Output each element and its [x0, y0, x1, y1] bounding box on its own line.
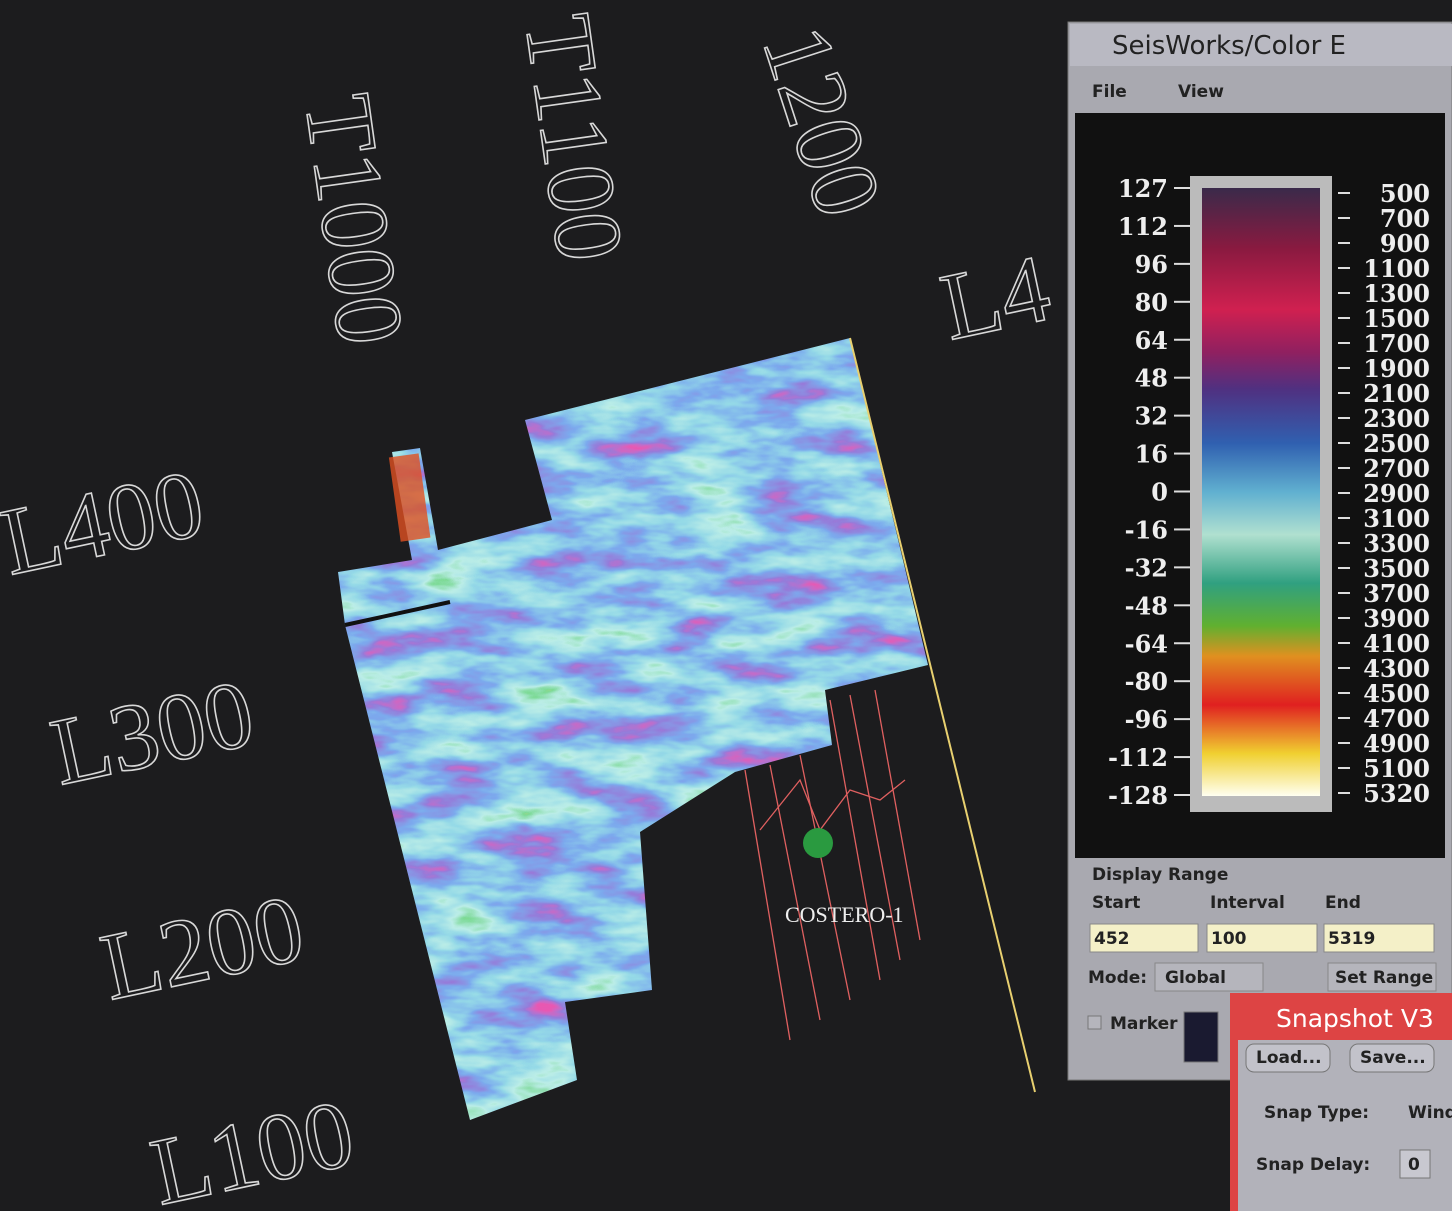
scale-label: 4500	[1363, 679, 1430, 708]
well-paths	[744, 689, 921, 1041]
window-title: Snapshot V3	[1276, 1004, 1434, 1033]
scale-label: 3500	[1363, 554, 1430, 583]
set-range-button[interactable]	[1327, 962, 1437, 992]
end-input[interactable]	[1323, 923, 1435, 953]
scale-label: 700	[1380, 204, 1430, 233]
menu-item[interactable]: File	[1092, 82, 1127, 102]
scale-label: 5100	[1363, 754, 1430, 783]
scale-label: 2300	[1363, 404, 1430, 433]
interval-input[interactable]	[1206, 923, 1318, 953]
snapshot-window: Snapshot V3 Load... Save... Snap Type: W…	[1230, 993, 1452, 1211]
marker-swatch[interactable]	[1183, 1011, 1219, 1063]
scale-label: 1300	[1363, 279, 1430, 308]
scale-label: 64	[1135, 326, 1168, 355]
well-label: COSTERO-1	[785, 902, 904, 927]
interval-value: 100	[1211, 929, 1247, 949]
scale-label: 500	[1380, 179, 1430, 208]
scale-label: -32	[1125, 553, 1168, 582]
scale-label: 127	[1118, 174, 1168, 203]
scale-label: 1700	[1363, 329, 1430, 358]
field-label: Snap Type:	[1264, 1103, 1369, 1123]
scale-label: 2900	[1363, 479, 1430, 508]
scale-label: 80	[1135, 288, 1168, 317]
field-label: Start	[1092, 893, 1140, 913]
map-label: L4	[932, 234, 1059, 361]
field-label: Snap Delay:	[1256, 1155, 1370, 1175]
scale-label: 2700	[1363, 454, 1430, 483]
scale-label: 48	[1135, 364, 1168, 393]
scale-label: -64	[1125, 629, 1168, 658]
scale-label: 3700	[1363, 579, 1430, 608]
mode-menu[interactable]	[1154, 962, 1264, 992]
load-button[interactable]	[1245, 1043, 1331, 1073]
button-label: Save...	[1360, 1048, 1426, 1068]
scale-label: 4100	[1363, 629, 1430, 658]
boundary-line	[849, 337, 1036, 1093]
well-marker	[803, 828, 833, 858]
field-label: End	[1325, 893, 1361, 913]
scale-label: -80	[1125, 667, 1168, 696]
colorbar	[1202, 188, 1320, 796]
scale-label: 3300	[1363, 529, 1430, 558]
end-value: 5319	[1328, 929, 1375, 949]
snap-type-value[interactable]: Wind	[1408, 1103, 1452, 1123]
scale-label: -112	[1108, 743, 1168, 772]
start-value: 452	[1094, 929, 1130, 949]
scale-label: 900	[1380, 229, 1430, 258]
scale-label: 1100	[1363, 254, 1430, 283]
hot-spot	[388, 453, 431, 542]
section-label: Display Range	[1092, 865, 1228, 885]
scale-label: 96	[1135, 250, 1168, 279]
scale-label: -16	[1125, 515, 1168, 544]
scale-label: -48	[1125, 591, 1168, 620]
scale-label: 32	[1135, 402, 1168, 431]
scale-label: 0	[1151, 478, 1168, 507]
scale-label: 5320	[1363, 779, 1430, 808]
fault-line	[344, 600, 451, 627]
scale-label: 4700	[1363, 704, 1430, 733]
field-label: Marker	[1110, 1014, 1178, 1034]
scale-label: 3900	[1363, 604, 1430, 633]
marker-checkbox[interactable]	[1087, 1015, 1102, 1030]
scale-label: 1900	[1363, 354, 1430, 383]
start-input[interactable]	[1089, 923, 1199, 953]
save-button[interactable]	[1349, 1043, 1435, 1073]
scale-label: -96	[1125, 705, 1168, 734]
scale-label: -128	[1108, 781, 1168, 810]
snap-delay-value: 0	[1408, 1155, 1420, 1175]
field-label: Interval	[1210, 893, 1285, 913]
scale-label: 4900	[1363, 729, 1430, 758]
color-window: SeisWorks/Color E File View 127 112 96 80 64…	[1067, 21, 1452, 1081]
mode-value: Global	[1165, 968, 1226, 988]
button-label: Load...	[1256, 1048, 1322, 1068]
title-bar	[1070, 24, 1452, 66]
window-title: SeisWorks/Color E	[1112, 31, 1346, 61]
field-label: Mode:	[1088, 968, 1147, 988]
button-label: Set Range	[1335, 968, 1433, 988]
menu-item[interactable]: View	[1178, 82, 1224, 102]
scale-label: 16	[1135, 440, 1168, 469]
scale-label: 112	[1118, 212, 1168, 241]
scale-label: 2500	[1363, 429, 1430, 458]
scale-label: 3100	[1363, 504, 1430, 533]
scale-label: 1500	[1363, 304, 1430, 333]
scale-label: 4300	[1363, 654, 1430, 683]
scale-label: 2100	[1363, 379, 1430, 408]
snap-delay-input[interactable]	[1399, 1149, 1431, 1179]
